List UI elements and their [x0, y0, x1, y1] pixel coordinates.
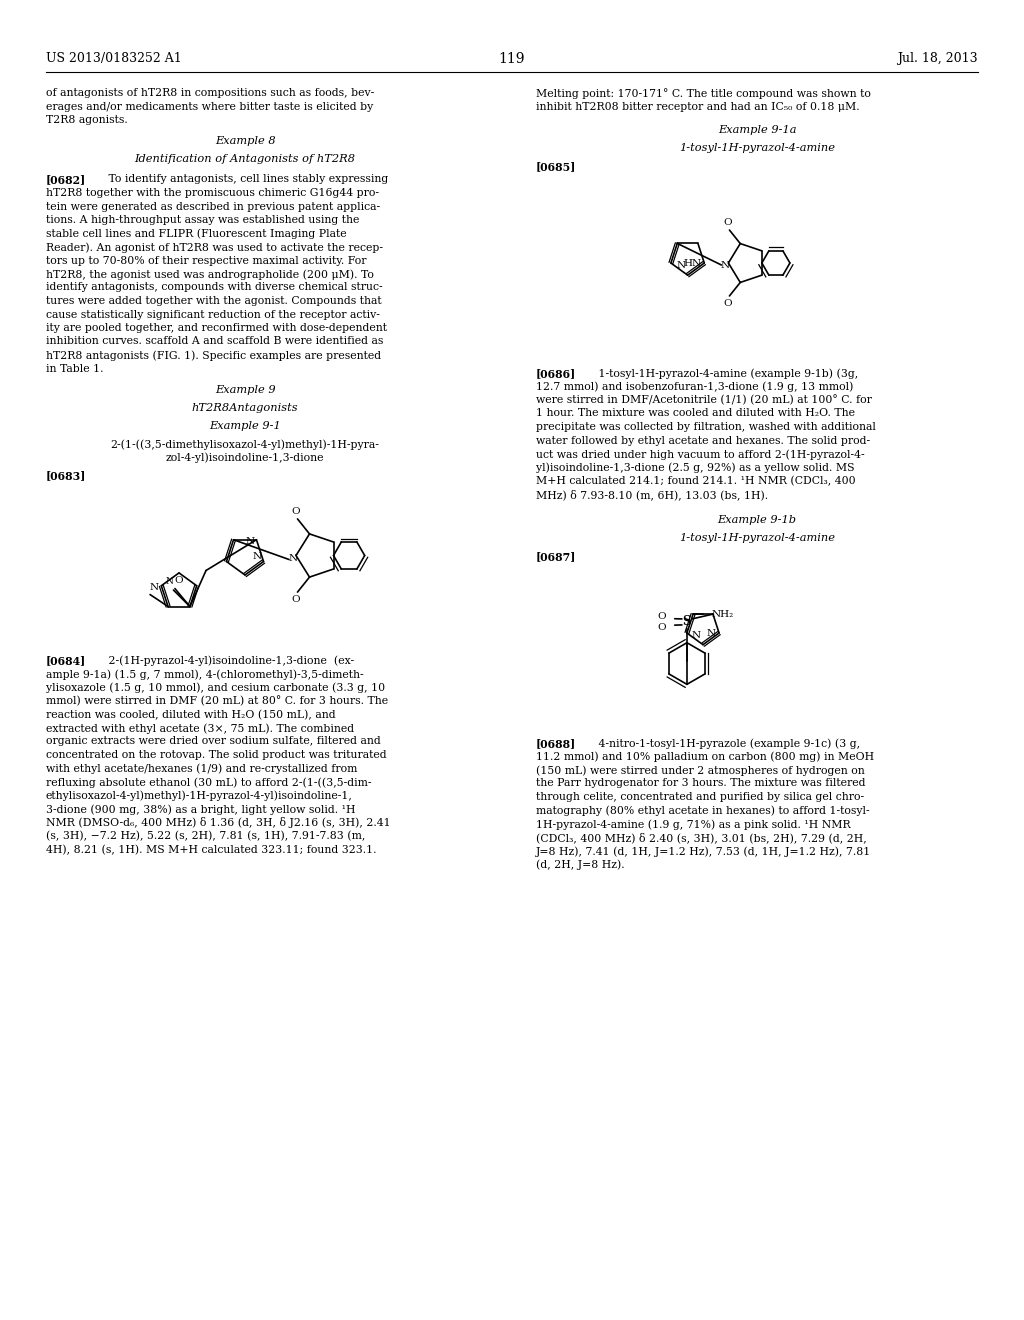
Text: concentrated on the rotovap. The solid product was triturated: concentrated on the rotovap. The solid p… [46, 750, 387, 760]
Text: N: N [165, 577, 173, 586]
Text: matography (80% ethyl acetate in hexanes) to afford 1-tosyl-: matography (80% ethyl acetate in hexanes… [536, 805, 869, 816]
Text: Example 9: Example 9 [215, 385, 275, 395]
Text: extracted with ethyl acetate (3×, 75 mL). The combined: extracted with ethyl acetate (3×, 75 mL)… [46, 723, 354, 734]
Text: hT2R8Antagonists: hT2R8Antagonists [191, 403, 298, 413]
Text: uct was dried under high vacuum to afford 2-(1H-pyrazol-4-: uct was dried under high vacuum to affor… [536, 449, 864, 459]
Text: O: O [291, 507, 300, 516]
Text: O: O [657, 623, 666, 632]
Text: Example 9-1: Example 9-1 [209, 421, 281, 432]
Text: tions. A high-throughput assay was established using the: tions. A high-throughput assay was estab… [46, 215, 359, 224]
Text: N: N [707, 628, 716, 638]
Text: precipitate was collected by filtration, washed with additional: precipitate was collected by filtration,… [536, 422, 876, 432]
Text: [0688]: [0688] [536, 738, 577, 748]
Text: (s, 3H), −7.2 Hz), 5.22 (s, 2H), 7.81 (s, 1H), 7.91-7.83 (m,: (s, 3H), −7.2 Hz), 5.22 (s, 2H), 7.81 (s… [46, 832, 366, 841]
Text: [0682]: [0682] [46, 174, 86, 186]
Text: NMR (DMSO-d₆, 400 MHz) δ 1.36 (d, 3H, δ J2.16 (s, 3H), 2.41: NMR (DMSO-d₆, 400 MHz) δ 1.36 (d, 3H, δ … [46, 817, 390, 829]
Text: HN: HN [683, 259, 701, 268]
Text: [0684]: [0684] [46, 656, 86, 667]
Text: NH₂: NH₂ [712, 610, 733, 619]
Text: US 2013/0183252 A1: US 2013/0183252 A1 [46, 51, 181, 65]
Text: in Table 1.: in Table 1. [46, 363, 103, 374]
Text: 12.7 mmol) and isobenzofuran-1,3-dione (1.9 g, 13 mmol): 12.7 mmol) and isobenzofuran-1,3-dione (… [536, 381, 853, 392]
Text: mmol) were stirred in DMF (20 mL) at 80° C. for 3 hours. The: mmol) were stirred in DMF (20 mL) at 80°… [46, 696, 388, 706]
Text: water followed by ethyl acetate and hexanes. The solid prod-: water followed by ethyl acetate and hexa… [536, 436, 870, 446]
Text: N: N [677, 261, 686, 271]
Text: ity are pooled together, and reconfirmed with dose-dependent: ity are pooled together, and reconfirmed… [46, 323, 387, 333]
Text: MHz) δ 7.93-8.10 (m, 6H), 13.03 (bs, 1H).: MHz) δ 7.93-8.10 (m, 6H), 13.03 (bs, 1H)… [536, 490, 768, 500]
Text: inhibit hT2R08 bitter receptor and had an IC₅₀ of 0.18 μM.: inhibit hT2R08 bitter receptor and had a… [536, 102, 859, 111]
Text: 4H), 8.21 (s, 1H). MS M+H calculated 323.11; found 323.1.: 4H), 8.21 (s, 1H). MS M+H calculated 323… [46, 845, 377, 855]
Text: 1-tosyl-1H-pyrazol-4-amine: 1-tosyl-1H-pyrazol-4-amine [679, 143, 835, 153]
Text: erages and/or medicaments where bitter taste is elicited by: erages and/or medicaments where bitter t… [46, 102, 374, 111]
Text: inhibition curves. scaffold A and scaffold B were identified as: inhibition curves. scaffold A and scaffo… [46, 337, 383, 346]
Text: ample 9-1a) (1.5 g, 7 mmol), 4-(chloromethyl)-3,5-dimeth-: ample 9-1a) (1.5 g, 7 mmol), 4-(chlorome… [46, 669, 364, 680]
Text: cause statistically significant reduction of the receptor activ-: cause statistically significant reductio… [46, 309, 380, 319]
Text: through celite, concentrated and purified by silica gel chro-: through celite, concentrated and purifie… [536, 792, 864, 803]
Text: N: N [253, 552, 261, 561]
Text: O: O [175, 576, 183, 585]
Text: (d, 2H, J=8 Hz).: (d, 2H, J=8 Hz). [536, 859, 625, 870]
Text: stable cell lines and FLIPR (Fluorescent Imaging Plate: stable cell lines and FLIPR (Fluorescent… [46, 228, 347, 239]
Text: the Parr hydrogenator for 3 hours. The mixture was filtered: the Parr hydrogenator for 3 hours. The m… [536, 779, 865, 788]
Text: hT2R8 together with the promiscuous chimeric G16g44 pro-: hT2R8 together with the promiscuous chim… [46, 187, 379, 198]
Text: identify antagonists, compounds with diverse chemical struc-: identify antagonists, compounds with div… [46, 282, 383, 293]
Text: zol-4-yl)isoindoline-1,3-dione: zol-4-yl)isoindoline-1,3-dione [166, 453, 325, 463]
Text: reaction was cooled, diluted with H₂O (150 mL), and: reaction was cooled, diluted with H₂O (1… [46, 710, 336, 719]
Text: S: S [683, 615, 691, 628]
Text: with ethyl acetate/hexanes (1/9) and re-crystallized from: with ethyl acetate/hexanes (1/9) and re-… [46, 763, 357, 774]
Text: were stirred in DMF/Acetonitrile (1/1) (20 mL) at 100° C. for: were stirred in DMF/Acetonitrile (1/1) (… [536, 395, 871, 405]
Text: Example 9-1a: Example 9-1a [718, 125, 797, 135]
Text: N: N [150, 583, 159, 593]
Text: J=8 Hz), 7.41 (d, 1H, J=1.2 Hz), 7.53 (d, 1H, J=1.2 Hz), 7.81: J=8 Hz), 7.41 (d, 1H, J=1.2 Hz), 7.53 (d… [536, 846, 871, 857]
Text: ethylisoxazol-4-yl)methyl)-1H-pyrazol-4-yl)isoindoline-1,: ethylisoxazol-4-yl)methyl)-1H-pyrazol-4-… [46, 791, 353, 801]
Text: M+H calculated 214.1; found 214.1. ¹H NMR (CDCl₃, 400: M+H calculated 214.1; found 214.1. ¹H NM… [536, 477, 856, 486]
Text: yl)isoindoline-1,3-dione (2.5 g, 92%) as a yellow solid. MS: yl)isoindoline-1,3-dione (2.5 g, 92%) as… [536, 462, 854, 473]
Text: (150 mL) were stirred under 2 atmospheres of hydrogen on: (150 mL) were stirred under 2 atmosphere… [536, 766, 864, 776]
Text: Jul. 18, 2013: Jul. 18, 2013 [897, 51, 978, 65]
Text: 1-tosyl-1H-pyrazol-4-amine: 1-tosyl-1H-pyrazol-4-amine [679, 533, 835, 543]
Text: Identification of Antagonists of hT2R8: Identification of Antagonists of hT2R8 [134, 154, 355, 165]
Text: ylisoxazole (1.5 g, 10 mmol), and cesium carbonate (3.3 g, 10: ylisoxazole (1.5 g, 10 mmol), and cesium… [46, 682, 385, 693]
Text: Reader). An agonist of hT2R8 was used to activate the recep-: Reader). An agonist of hT2R8 was used to… [46, 242, 383, 252]
Text: [0685]: [0685] [536, 161, 577, 172]
Text: Melting point: 170-171° C. The title compound was shown to: Melting point: 170-171° C. The title com… [536, 88, 870, 99]
Text: 1 hour. The mixture was cooled and diluted with H₂O. The: 1 hour. The mixture was cooled and dilut… [536, 408, 855, 418]
Text: N: N [692, 631, 701, 640]
Text: O: O [723, 298, 732, 308]
Text: 2-(1-((3,5-dimethylisoxazol-4-yl)methyl)-1H-pyra-: 2-(1-((3,5-dimethylisoxazol-4-yl)methyl)… [111, 440, 380, 450]
Text: 119: 119 [499, 51, 525, 66]
Text: organic extracts were dried over sodium sulfate, filtered and: organic extracts were dried over sodium … [46, 737, 381, 747]
Text: tors up to 70-80% of their respective maximal activity. For: tors up to 70-80% of their respective ma… [46, 256, 367, 265]
Text: tein were generated as described in previous patent applica-: tein were generated as described in prev… [46, 202, 380, 211]
Text: T2R8 agonists.: T2R8 agonists. [46, 115, 128, 125]
Text: To identify antagonists, cell lines stably expressing: To identify antagonists, cell lines stab… [98, 174, 388, 185]
Text: hT2R8, the agonist used was andrographolide (200 μM). To: hT2R8, the agonist used was andrographol… [46, 269, 374, 280]
Text: hT2R8 antagonists (FIG. 1). Specific examples are presented: hT2R8 antagonists (FIG. 1). Specific exa… [46, 350, 381, 360]
Text: 4-nitro-1-tosyl-1H-pyrazole (example 9-1c) (3 g,: 4-nitro-1-tosyl-1H-pyrazole (example 9-1… [588, 738, 860, 748]
Text: 1-tosyl-1H-pyrazol-4-amine (example 9-1b) (3g,: 1-tosyl-1H-pyrazol-4-amine (example 9-1b… [588, 368, 858, 379]
Text: tures were added together with the agonist. Compounds that: tures were added together with the agoni… [46, 296, 382, 306]
Text: 11.2 mmol) and 10% palladium on carbon (800 mg) in MeOH: 11.2 mmol) and 10% palladium on carbon (… [536, 751, 874, 762]
Text: 2-(1H-pyrazol-4-yl)isoindoline-1,3-dione  (ex-: 2-(1H-pyrazol-4-yl)isoindoline-1,3-dione… [98, 656, 354, 667]
Text: Example 9-1b: Example 9-1b [718, 515, 797, 525]
Text: 3-dione (900 mg, 38%) as a bright, light yellow solid. ¹H: 3-dione (900 mg, 38%) as a bright, light… [46, 804, 355, 814]
Text: [0687]: [0687] [536, 550, 577, 562]
Text: [0686]: [0686] [536, 368, 577, 379]
Text: (CDCl₃, 400 MHz) δ 2.40 (s, 3H), 3.01 (bs, 2H), 7.29 (d, 2H,: (CDCl₃, 400 MHz) δ 2.40 (s, 3H), 3.01 (b… [536, 833, 866, 843]
Text: of antagonists of hT2R8 in compositions such as foods, bev-: of antagonists of hT2R8 in compositions … [46, 88, 374, 98]
Text: N: N [246, 537, 254, 546]
Text: 1H-pyrazol-4-amine (1.9 g, 71%) as a pink solid. ¹H NMR: 1H-pyrazol-4-amine (1.9 g, 71%) as a pin… [536, 818, 851, 829]
Text: N: N [721, 261, 730, 271]
Text: Example 8: Example 8 [215, 136, 275, 147]
Text: O: O [723, 218, 732, 227]
Text: [0683]: [0683] [46, 470, 86, 482]
Text: N: N [289, 554, 298, 564]
Text: O: O [291, 595, 300, 605]
Text: O: O [657, 612, 666, 622]
Text: refluxing absolute ethanol (30 mL) to afford 2-(1-((3,5-dim-: refluxing absolute ethanol (30 mL) to af… [46, 777, 372, 788]
